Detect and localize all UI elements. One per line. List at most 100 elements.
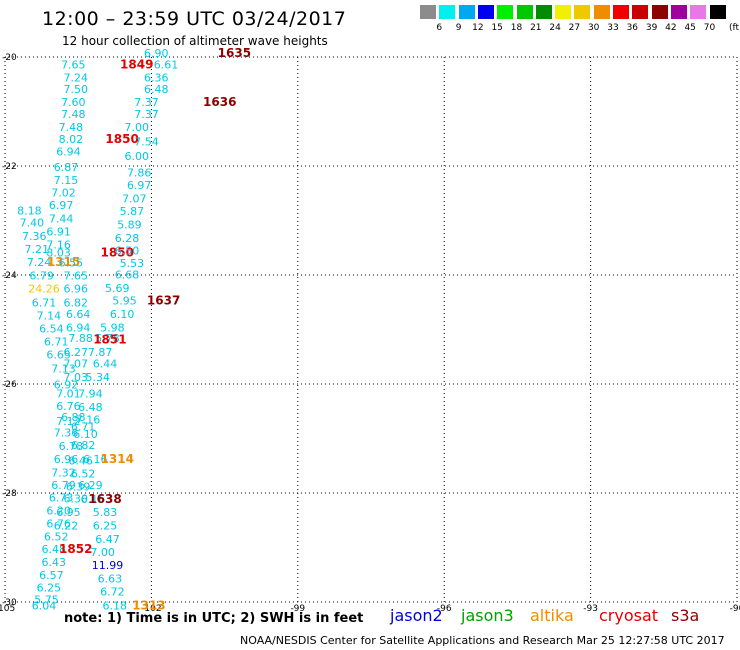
wave-height-label: 6.68 [115,268,140,281]
wave-height-label: 7.21 [24,243,49,256]
legend-swatch [632,5,649,19]
wave-height-label: 6.97 [127,179,152,192]
wave-height-label: 5.87 [120,205,145,218]
legend-swatch [670,5,687,19]
wave-height-label: 6.90 [144,47,169,60]
legend-label: 39 [645,23,658,33]
legend-label: 15 [491,23,503,33]
legend-swatch [613,5,629,19]
wave-height-label: 6.57 [39,569,64,582]
wave-height-label: 6.29 [78,479,103,492]
legend-label: 45 [684,23,696,33]
wave-height-label: 7.32 [51,466,76,479]
wave-height-label: 8.02 [59,133,84,146]
wave-height-label: 7.36 [54,427,79,440]
wave-height-label: 7.16 [76,413,101,426]
y-tick-label: -28 [2,489,17,499]
wave-height-label: 6.44 [93,357,118,370]
wave-height-label: 7.01 [56,387,81,400]
y-tick-label: -30 [2,598,17,608]
legend-label: 21 [530,23,542,33]
wave-height-label: 7.65 [61,59,86,72]
pass-time-label: 1852 [59,542,92,556]
wave-height-label: 7.88 [68,332,93,345]
wave-height-label: 7.24 [64,72,89,85]
wave-height-label: 6.27 [64,346,89,359]
legend-swatch [535,5,552,19]
wave-height-label: 5.95 [112,295,137,308]
legend-label: 36 [626,23,639,33]
wave-height-label: 6.76 [56,400,81,413]
wave-height-label: 6.36 [144,72,169,85]
legend-label: 70 [703,23,716,33]
wave-height-label: 7.13 [51,363,76,376]
wave-height-label: 6.94 [66,321,91,334]
wave-height-label: 8.03 [46,247,71,260]
legend-swatch [420,5,436,19]
wave-height-label: 5.75 [34,593,59,606]
wave-height-label: 6.16 [83,453,108,466]
pass-time-label: 1637 [147,294,180,308]
wave-height-label: 6.04 [32,599,57,612]
legend-swatch [439,5,456,19]
wave-height-label: 7.54 [134,135,159,148]
wave-height-label: 6.82 [71,439,96,452]
wave-height-label: 6.16 [81,493,106,506]
wave-height-label: 5.89 [117,218,142,231]
legend-swatch [555,5,572,19]
legend-swatch [497,5,514,19]
wave-height-label: 6.79 [29,270,54,283]
wave-height-label: 6.92 [54,379,79,392]
y-tick-label: -24 [2,271,17,281]
wave-height-label: 6.72 [100,586,125,599]
pass-time-label: 1313 [132,598,165,612]
wave-height-label: 6.71 [32,296,57,309]
wave-height-label: 7.37 [134,96,159,109]
wave-height-label: 6.96 [64,283,89,296]
pass-time-label: 1849 [120,58,153,72]
wave-height-label: 6.94 [56,145,81,158]
wave-height-label: 7.94 [78,387,103,400]
legend-swatch [651,5,668,19]
legend-swatch [709,5,726,19]
wave-height-label: 7.48 [61,108,86,121]
wave-height-label: 6.96 [54,453,79,466]
wave-height-label: 6.76 [46,518,71,531]
wave-height-label: 6.46 [68,454,93,467]
wave-height-label: 7.24 [27,256,52,269]
wave-height-label: 5.34 [85,371,110,384]
wave-height-label: 7.03 [64,371,89,384]
wave-height-label: 6.82 [64,296,89,309]
legend-label: 27 [568,23,581,33]
x-tick-label: -93 [583,604,598,614]
wave-height-label: 7.37 [134,108,159,121]
wave-height-label: 6.87 [54,161,79,174]
pass-time-label: 1635 [218,46,251,60]
wave-height-label: 6.64 [66,308,91,321]
satellite-jason3: jason3 [461,606,514,625]
wave-height-label: 7.14 [37,309,62,322]
legend-unit: (ft) [729,23,740,33]
wave-height-label: 6.20 [46,504,71,517]
wave-height-label: 7.15 [54,174,79,187]
wave-height-label: 7.60 [61,96,86,109]
wave-height-label: 5.78 [95,332,120,345]
wave-height-label: 6.25 [37,581,62,594]
legend-label: 6 [436,23,443,33]
wave-height-label: 6.88 [61,411,86,424]
wave-height-label: 6.97 [49,199,74,212]
y-tick-label: -22 [2,162,17,172]
wave-height-label: 6.10 [73,428,98,441]
wave-height-label: 5.53 [120,257,145,270]
wave-height-label: 6.55 [59,256,84,269]
pass-time-label: 1850 [105,132,138,146]
wave-height-label: 6.79 [51,479,76,492]
wave-height-label: 6.10 [110,308,135,321]
pass-time-label: 1636 [203,95,236,109]
wave-height-label: 6.50 [115,244,140,257]
x-tick-label: -102 [141,604,161,614]
wave-height-label: 7.07 [64,357,89,370]
pass-time-label: 1315 [47,255,80,269]
wave-height-label: 7.40 [20,217,45,230]
wave-height-label: 6.61 [154,59,179,72]
